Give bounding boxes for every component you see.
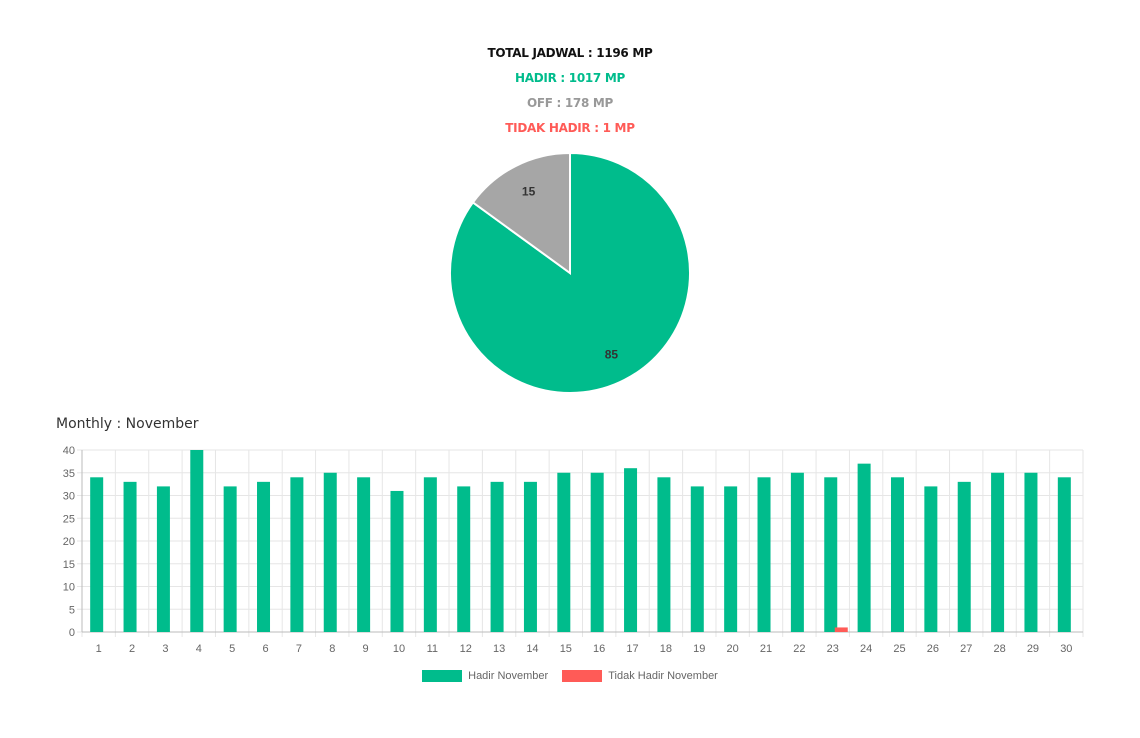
summary-block: TOTAL JADWAL : 1196 MP HADIR : 1017 MP O… [0, 42, 1140, 142]
y-tick-label: 40 [63, 445, 75, 457]
bar-hadir[interactable] [323, 472, 337, 632]
bar-hadir[interactable] [390, 490, 404, 632]
x-tick-label: 26 [927, 643, 939, 655]
x-tick-label: 7 [296, 643, 302, 655]
x-tick-label: 9 [363, 643, 369, 655]
x-tick-label: 15 [560, 643, 572, 655]
x-tick-label: 8 [329, 643, 335, 655]
y-tick-label: 35 [63, 468, 75, 480]
x-tick-label: 4 [196, 643, 202, 655]
bar-hadir[interactable] [357, 477, 371, 632]
x-tick-label: 22 [793, 643, 805, 655]
bar-hadir[interactable] [690, 486, 704, 632]
bar-hadir[interactable] [757, 477, 771, 632]
bar-hadir[interactable] [457, 486, 471, 632]
bar-hadir[interactable] [557, 472, 571, 632]
x-tick-label: 27 [960, 643, 972, 655]
bar-hadir[interactable] [257, 481, 271, 632]
x-tick-label: 16 [593, 643, 605, 655]
bar-hadir[interactable] [991, 472, 1005, 632]
bar-hadir[interactable] [790, 472, 804, 632]
hadir-text: HADIR : 1017 MP [515, 71, 625, 85]
bar-hadir[interactable] [190, 450, 204, 632]
x-tick-label: 23 [827, 643, 839, 655]
bar-hadir[interactable] [90, 477, 104, 632]
y-tick-label: 30 [63, 491, 75, 503]
bar-hadir[interactable] [657, 477, 671, 632]
x-tick-label: 11 [427, 643, 438, 655]
monthly-title: Monthly : November [56, 416, 199, 432]
bar-legend: Hadir November Tidak Hadir November [0, 670, 1140, 682]
y-tick-label: 10 [63, 582, 75, 594]
tidak-hadir-text: TIDAK HADIR : 1 MP [505, 121, 635, 135]
bar-tidak-hadir[interactable] [834, 627, 848, 632]
bar-hadir[interactable] [924, 486, 938, 632]
x-tick-label: 3 [162, 643, 168, 655]
y-tick-label: 20 [63, 536, 75, 548]
legend-label-tidak-hadir: Tidak Hadir November [608, 670, 718, 682]
pie-data-label-1: 15 [522, 185, 536, 199]
x-tick-label: 18 [660, 643, 672, 655]
x-tick-label: 6 [262, 643, 268, 655]
bar-hadir[interactable] [490, 481, 504, 632]
attendance-pie-chart: 85 15 [449, 151, 691, 394]
bar-hadir[interactable] [1057, 477, 1071, 632]
bar-hadir[interactable] [156, 486, 170, 632]
x-tick-label: 2 [129, 643, 135, 655]
legend-swatch-hadir [422, 670, 463, 682]
total-jadwal-text: TOTAL JADWAL : 1196 MP [487, 46, 653, 60]
x-tick-label: 24 [860, 643, 872, 655]
bar-hadir[interactable] [624, 468, 638, 632]
bar-hadir[interactable] [890, 477, 904, 632]
x-tick-label: 12 [460, 643, 472, 655]
x-tick-label: 14 [526, 643, 538, 655]
y-tick-label: 15 [63, 559, 75, 571]
x-tick-label: 20 [727, 643, 739, 655]
x-tick-label: 13 [493, 643, 505, 655]
bar-hadir[interactable] [223, 486, 237, 632]
pie-slice-1[interactable] [471, 151, 571, 275]
legend-item-hadir[interactable]: Hadir November [422, 670, 548, 682]
x-tick-label: 30 [1060, 643, 1072, 655]
x-tick-label: 28 [993, 643, 1005, 655]
x-tick-label: 29 [1027, 643, 1039, 655]
x-tick-label: 25 [893, 643, 905, 655]
bar-hadir[interactable] [724, 486, 738, 632]
bar-hadir[interactable] [957, 481, 971, 632]
legend-swatch-tidak-hadir [562, 670, 603, 682]
x-tick-label: 17 [626, 643, 638, 655]
x-tick-label: 5 [229, 643, 235, 655]
bar-hadir[interactable] [1024, 472, 1038, 632]
y-tick-label: 0 [69, 627, 75, 639]
x-tick-label: 10 [393, 643, 405, 655]
x-tick-label: 21 [760, 643, 772, 655]
bar-hadir[interactable] [824, 477, 838, 632]
bar-hadir[interactable] [123, 481, 137, 632]
off-text: OFF : 178 MP [526, 96, 614, 110]
y-tick-label: 25 [63, 513, 75, 525]
legend-item-tidak-hadir[interactable]: Tidak Hadir November [562, 670, 718, 682]
bar-hadir[interactable] [857, 463, 871, 632]
pie-data-label-0: 85 [605, 347, 619, 361]
bar-hadir[interactable] [590, 472, 604, 632]
legend-label-hadir: Hadir November [468, 670, 549, 682]
x-tick-label: 1 [96, 643, 102, 655]
x-tick-label: 19 [693, 643, 705, 655]
bar-hadir[interactable] [523, 481, 537, 632]
bar-hadir[interactable] [290, 477, 304, 632]
bar-hadir[interactable] [423, 477, 437, 632]
y-tick-label: 5 [69, 604, 75, 616]
